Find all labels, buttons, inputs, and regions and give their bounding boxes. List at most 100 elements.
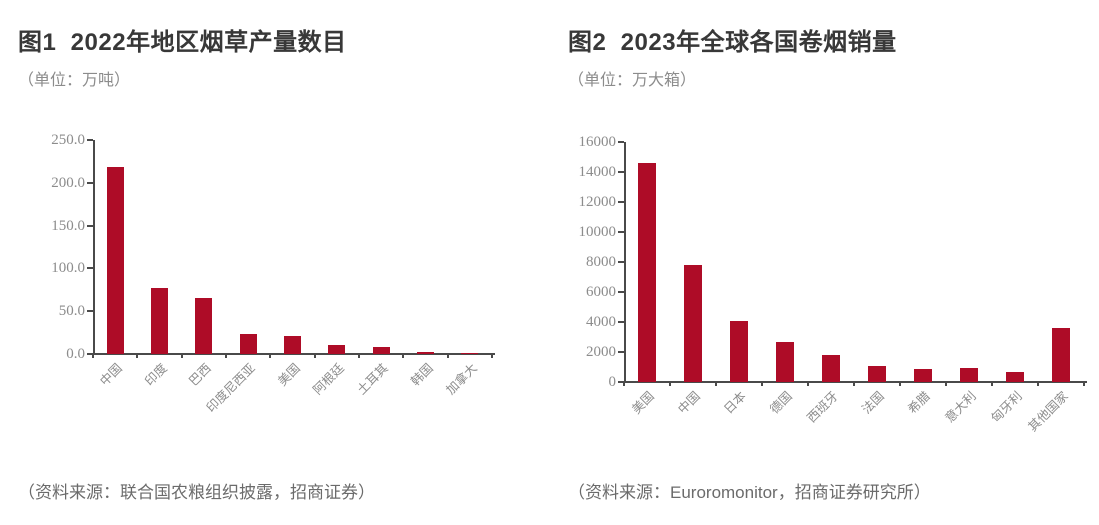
y-tick-label: 14000 xyxy=(578,164,617,180)
x-category-label: 美国 xyxy=(274,361,303,389)
figure-2-cigarette-sales: 图2 2023年全球各国卷烟销量 （单位：万大箱） 0 2000 4000 6000 8… xyxy=(550,0,1099,525)
x-category-label: 阿根廷 xyxy=(310,361,347,398)
x-tick-mark xyxy=(446,354,449,358)
bar xyxy=(328,345,346,354)
x-category-label: 德国 xyxy=(767,389,795,417)
bar xyxy=(106,167,124,354)
x-category-label: 西班牙 xyxy=(804,389,841,426)
bar xyxy=(417,351,434,354)
x-category-label: 匈牙利 xyxy=(988,389,1025,426)
y-tick-label: 0 xyxy=(608,374,617,390)
y-tick-mark xyxy=(618,201,624,203)
x-tick-mark xyxy=(225,354,227,358)
y-tick-label: 50.0 xyxy=(58,303,85,320)
x-category-label: 加拿大 xyxy=(443,361,480,398)
y-tick-label: 2000 xyxy=(586,344,616,360)
y-axis-line xyxy=(93,140,95,354)
x-tick-mark xyxy=(402,354,405,358)
x-tick-mark xyxy=(1083,382,1085,386)
x-tick-mark xyxy=(669,382,671,386)
bar xyxy=(914,368,932,382)
y-tick-label: 16000 xyxy=(578,134,617,150)
y-tick-label: 250.0 xyxy=(51,132,85,148)
figure-1-unit-label: （单位：万吨） xyxy=(18,72,131,89)
y-tick-mark xyxy=(87,139,93,141)
y-tick-label: 6000 xyxy=(586,284,616,300)
x-tick-mark xyxy=(269,354,272,358)
x-tick-mark xyxy=(991,382,993,386)
x-tick-mark xyxy=(136,354,139,358)
figure-1-title: 图1 2022年地区烟草产量数目 xyxy=(18,29,347,56)
y-tick-mark xyxy=(618,141,624,143)
x-tick-mark xyxy=(358,354,360,358)
y-tick-mark xyxy=(87,224,93,227)
y-tick-mark xyxy=(618,291,624,293)
y-tick-mark xyxy=(618,261,624,263)
y-tick-label: 100.0 xyxy=(51,260,85,277)
figure-1-source-note: （资料来源：联合国农粮组织披露，招商证券） xyxy=(18,483,375,502)
bar xyxy=(1006,371,1024,382)
bar xyxy=(684,265,702,382)
bar xyxy=(195,298,213,354)
bar xyxy=(776,341,794,382)
bar xyxy=(822,355,840,382)
x-tick-mark xyxy=(180,354,183,358)
figure-2-bar-chart: 0 2000 4000 6000 8000 10000 12000 14000 16000 美国中… xyxy=(579,134,1087,434)
x-tick-mark xyxy=(715,382,717,386)
figure-2-title: 图2 2023年全球各国卷烟销量 xyxy=(568,29,897,56)
bar xyxy=(868,365,886,382)
bar xyxy=(730,320,748,382)
figure-1-tobacco-production: 图1 2022年地区烟草产量数目 （单位：万吨） 0.0 50.0 100.0 150… xyxy=(0,0,549,525)
x-tick-mark xyxy=(1037,382,1039,386)
bar xyxy=(1052,328,1070,382)
figure-1-bar-chart: 0.0 50.0 100.0 150.0 200.0 250.0 中国 印度 巴西 印度尼西亚 美国… xyxy=(51,132,495,415)
x-category-label: 希腊 xyxy=(905,389,933,417)
bar xyxy=(239,334,257,354)
figure-2-source-note: （资料来源：Euroromonitor，招商证券研究所） xyxy=(568,483,931,502)
y-tick-mark xyxy=(87,267,93,270)
x-category-label: 巴西 xyxy=(186,361,214,389)
y-tick-mark xyxy=(618,321,624,323)
y-tick-label: 150.0 xyxy=(51,217,85,234)
x-category-label: 韩国 xyxy=(407,361,436,389)
bar xyxy=(372,347,390,354)
figure-2-unit-label: （单位：万大箱） xyxy=(568,72,697,89)
y-tick-label: 8000 xyxy=(586,254,616,270)
x-category-label: 中国 xyxy=(675,389,703,417)
x-tick-mark xyxy=(491,354,493,358)
y-tick-mark xyxy=(87,353,93,355)
x-category-label: 日本 xyxy=(721,389,749,417)
x-tick-mark xyxy=(853,382,855,386)
y-tick-label: 12000 xyxy=(578,194,617,210)
y-tick-label: 10000 xyxy=(578,224,617,240)
x-category-label: 印度 xyxy=(141,361,170,389)
x-tick-mark xyxy=(945,382,947,386)
bar xyxy=(461,352,479,354)
bar xyxy=(284,336,301,354)
bar xyxy=(151,288,168,354)
x-tick-mark xyxy=(761,382,763,386)
x-tick-mark xyxy=(899,382,901,386)
y-tick-mark xyxy=(618,171,624,173)
x-category-label: 其他国家 xyxy=(1025,389,1071,435)
y-tick-mark xyxy=(87,310,93,313)
x-tick-mark xyxy=(92,354,94,358)
bar xyxy=(960,367,978,382)
y-tick-mark xyxy=(87,181,93,184)
x-axis-line xyxy=(92,353,495,355)
x-category-label: 美国 xyxy=(629,389,657,417)
x-tick-mark xyxy=(313,354,316,358)
x-category-label: 法国 xyxy=(859,389,887,417)
x-tick-mark xyxy=(807,382,809,386)
y-tick-mark xyxy=(618,351,624,353)
y-tick-label: 200.0 xyxy=(51,174,85,191)
x-category-label: 意大利 xyxy=(942,389,979,426)
x-axis-line xyxy=(623,381,1087,383)
y-axis-line xyxy=(624,142,626,382)
bar xyxy=(638,163,656,382)
y-tick-mark xyxy=(618,381,624,383)
y-tick-label: 0.0 xyxy=(66,346,85,362)
y-tick-mark xyxy=(618,231,624,233)
x-category-label: 土耳其 xyxy=(354,361,392,398)
